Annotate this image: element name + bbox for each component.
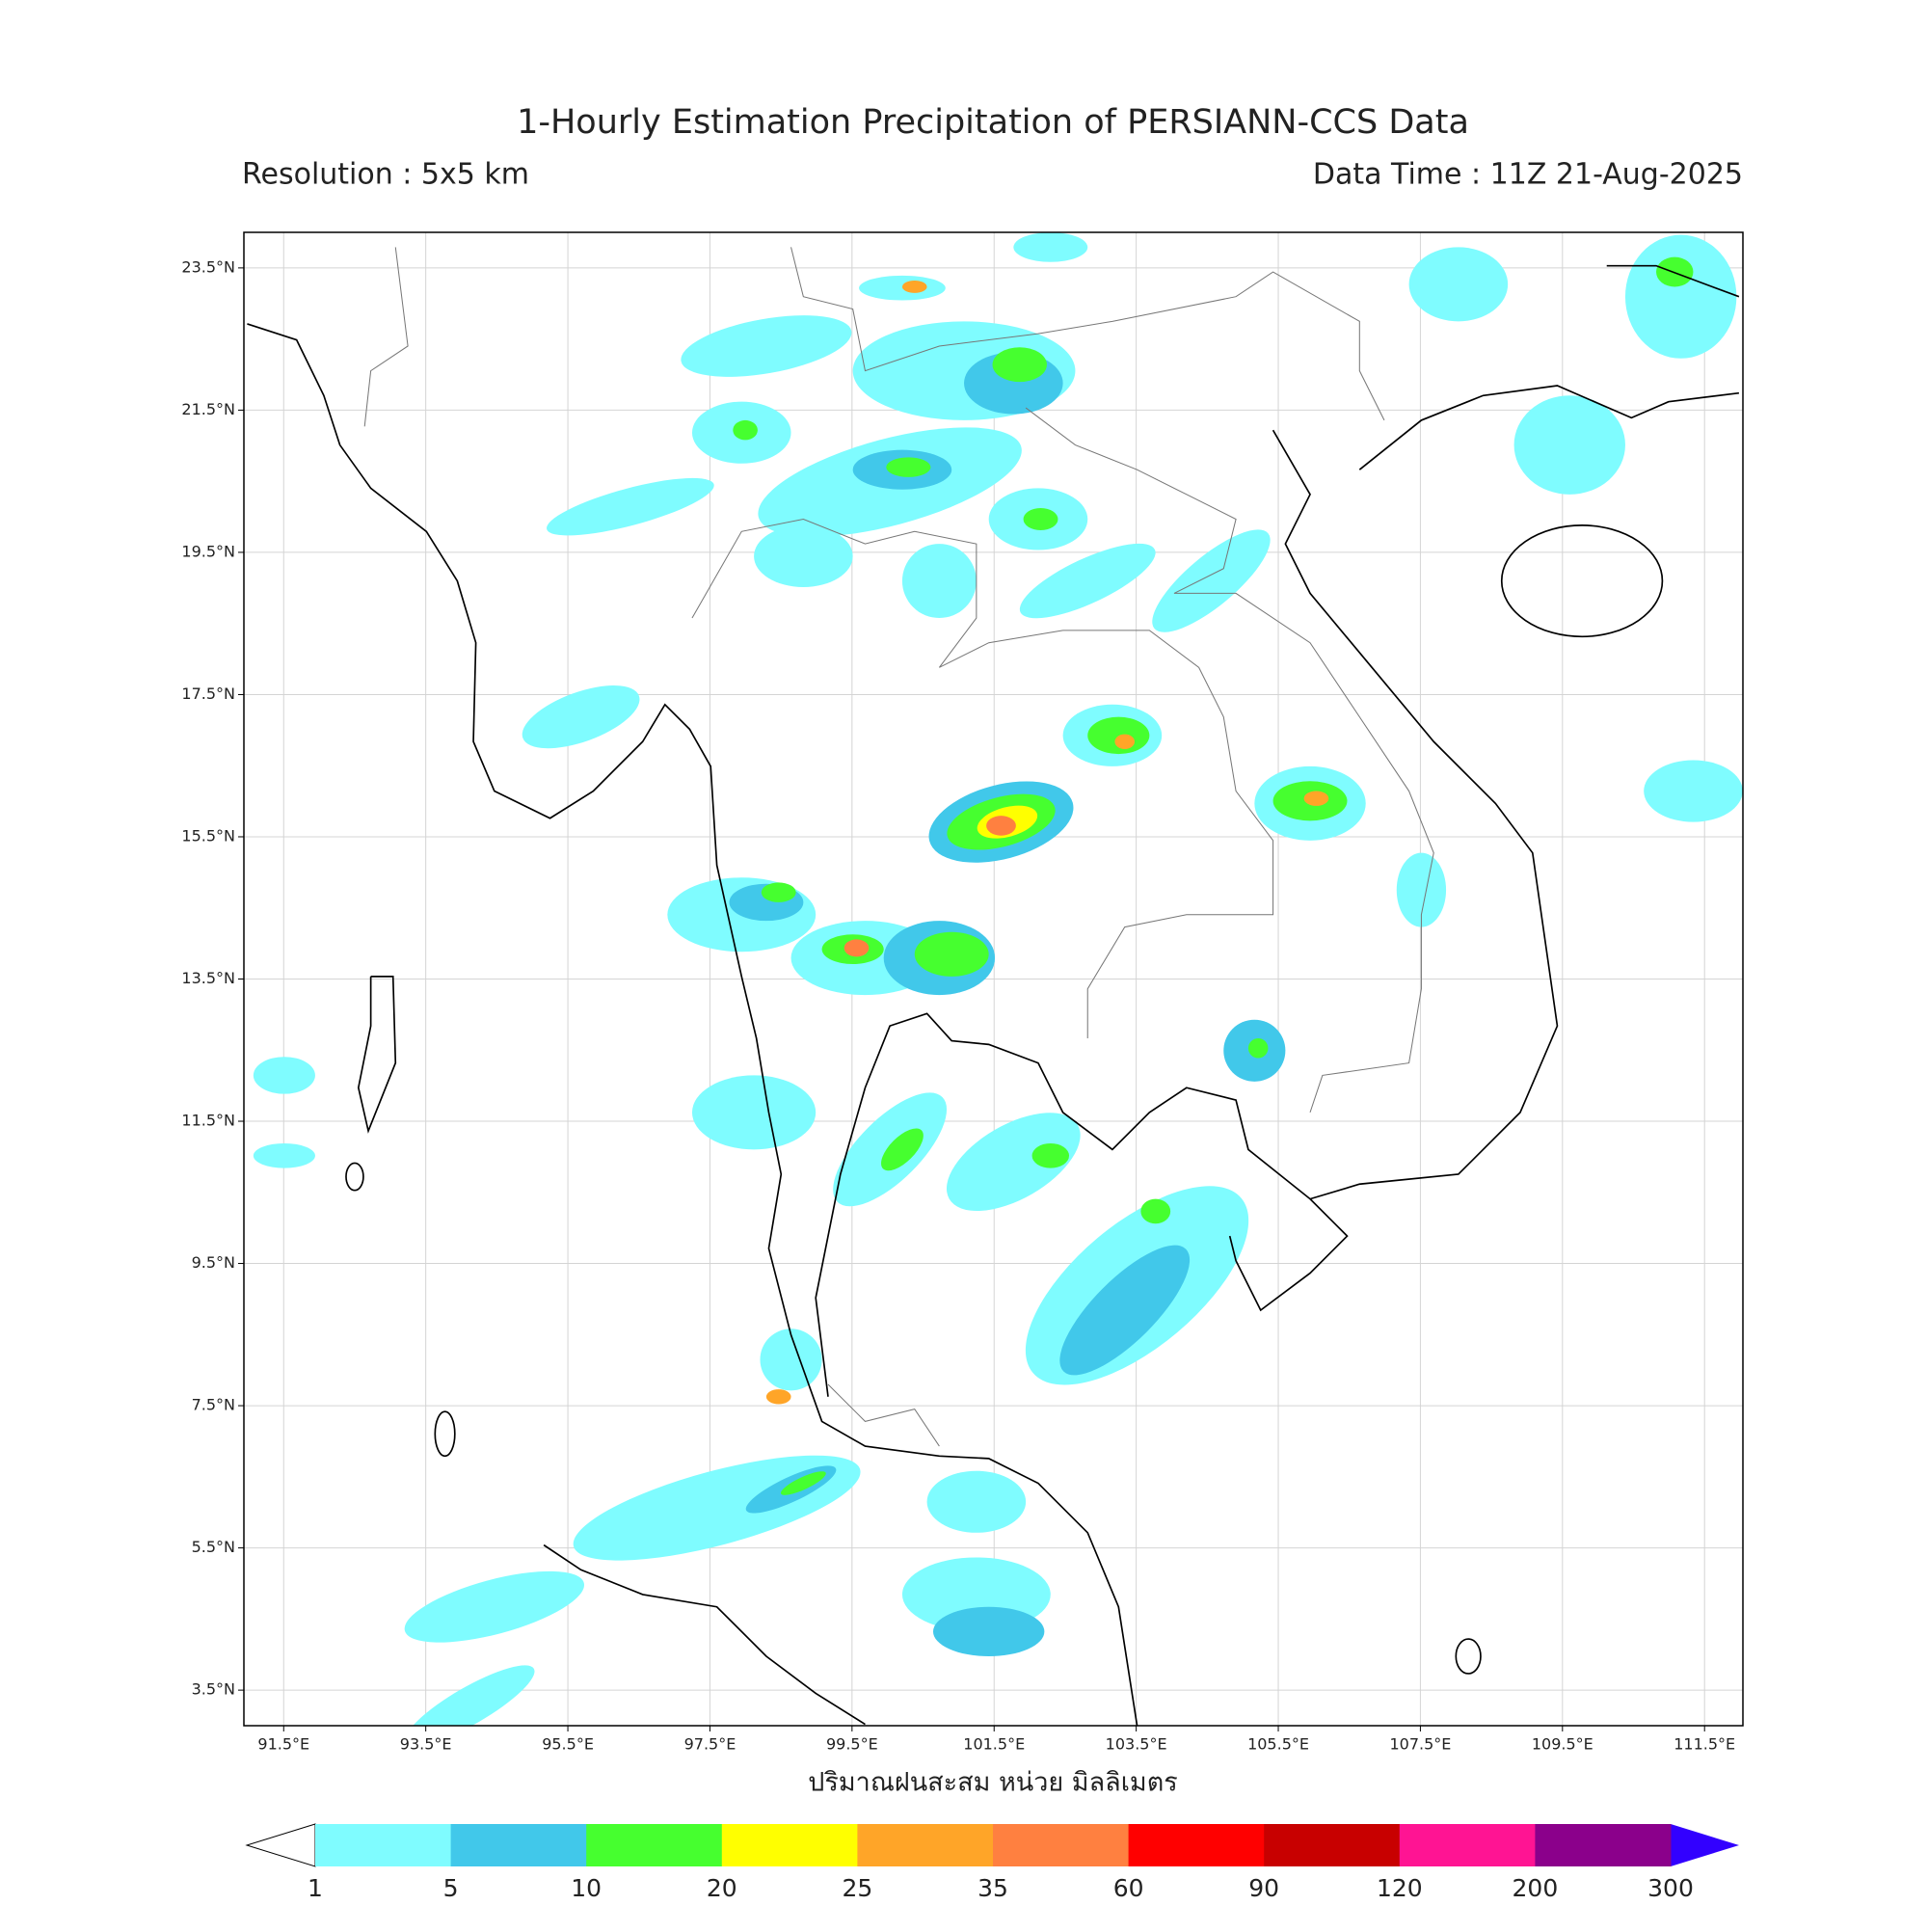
- x-tick-label: 95.5°E: [542, 1735, 594, 1754]
- colorbar-label: 35: [977, 1874, 1008, 1902]
- colorbar-over: [1671, 1824, 1739, 1866]
- y-tick-label: 13.5°N: [181, 969, 235, 987]
- colorbar-label: 10: [571, 1874, 602, 1902]
- x-tick-label: 111.5°E: [1674, 1735, 1735, 1754]
- y-tick-label: 11.5°N: [181, 1112, 235, 1130]
- colorbar-label: 20: [707, 1874, 737, 1902]
- colorbar-label: 60: [1113, 1874, 1144, 1902]
- colorbar-label: 1: [308, 1874, 323, 1902]
- y-tick-label: 21.5°N: [181, 400, 235, 418]
- coastline-layer: [247, 247, 1740, 1726]
- y-tick-label: 17.5°N: [181, 684, 235, 703]
- data-time-label: Data Time : 11Z 21-Aug-2025: [1313, 158, 1743, 192]
- y-tick-label: 3.5°N: [192, 1680, 235, 1699]
- colorbar-label: 90: [1248, 1874, 1279, 1902]
- y-tick-label: 7.5°N: [192, 1396, 235, 1414]
- coastlines: [247, 247, 1740, 1726]
- y-tick-label: 23.5°N: [181, 257, 235, 276]
- x-tick-label: 93.5°E: [400, 1735, 452, 1754]
- colorbar-label: 200: [1513, 1874, 1559, 1902]
- colorbar-segment: [721, 1824, 858, 1866]
- colorbar-segment: [1535, 1824, 1672, 1866]
- map-title: 1-Hourly Estimation Precipitation of PER…: [517, 103, 1469, 142]
- precip-blobs: [253, 232, 1743, 1726]
- colorbar-segment: [993, 1824, 1130, 1866]
- x-tick-label: 101.5°E: [963, 1735, 1025, 1754]
- colorbar: 1 5 10 20 25 35 60 90 120 200 300: [245, 1823, 1739, 1902]
- colorbar-segment: [1128, 1824, 1265, 1866]
- x-axis-label: ปริมาณฝนสะสม หน่วย มิลลิเมตร: [808, 1768, 1178, 1798]
- colorbar-segment: [586, 1824, 723, 1866]
- y-tick-label: 9.5°N: [192, 1253, 235, 1272]
- colorbar-segment: [315, 1824, 452, 1866]
- x-tick-label: 103.5°E: [1106, 1735, 1167, 1754]
- x-tick-label: 105.5°E: [1247, 1735, 1309, 1754]
- x-tick-label: 109.5°E: [1532, 1735, 1593, 1754]
- resolution-label: Resolution : 5x5 km: [242, 158, 529, 192]
- y-tick-label: 19.5°N: [181, 542, 235, 560]
- colorbar-segment: [1399, 1824, 1536, 1866]
- colorbar-segment: [1264, 1824, 1401, 1866]
- colorbar-label: 5: [443, 1874, 459, 1902]
- y-tick-label: 15.5°N: [181, 826, 235, 845]
- x-tick-label: 97.5°E: [684, 1735, 736, 1754]
- colorbar-label: 300: [1647, 1874, 1694, 1902]
- precip-layer: [253, 232, 1743, 1726]
- y-tick-label: 5.5°N: [192, 1538, 235, 1556]
- colorbar-segment: [450, 1824, 587, 1866]
- colorbar-label: 25: [842, 1874, 872, 1902]
- colorbar-label: 120: [1377, 1874, 1423, 1902]
- x-tick-label: 91.5°E: [257, 1735, 309, 1754]
- x-tick-label: 99.5°E: [826, 1735, 878, 1754]
- x-tick-label: 107.5°E: [1389, 1735, 1451, 1754]
- grid-layer: [244, 232, 1743, 1726]
- colorbar-segment: [857, 1824, 994, 1866]
